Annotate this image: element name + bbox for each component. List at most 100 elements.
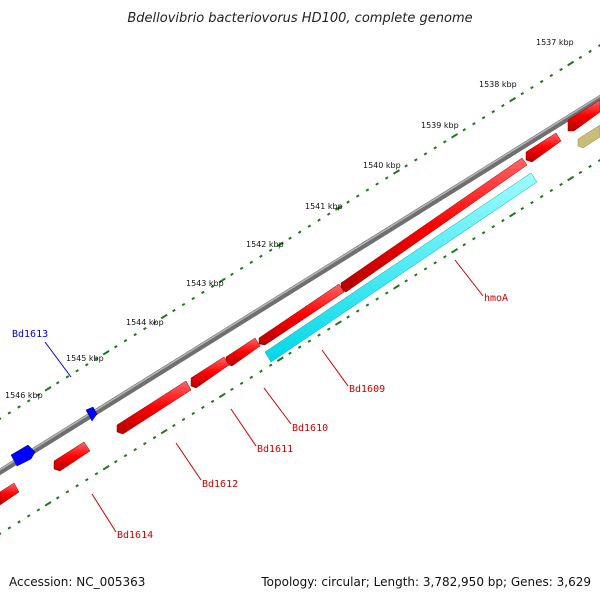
ruler-tick-track-inner	[0, 159, 600, 535]
gene-feature[interactable]	[577, 124, 600, 149]
ruler-tick	[7, 411, 12, 415]
ruler-tick	[268, 363, 273, 367]
ruler-tick	[143, 326, 147, 331]
ruler-tick	[346, 315, 350, 319]
gene-feature[interactable]	[340, 157, 528, 293]
ruler-tick-label: 1537 kbp	[536, 38, 574, 47]
ruler-tick	[0, 532, 2, 535]
accession-text: Accession: NC_005363	[9, 575, 145, 589]
ruler-tick-label: 1542 kbp	[246, 240, 284, 249]
gene-label-hmoa: hmoA	[484, 293, 508, 304]
ruler-tick	[326, 212, 331, 216]
ruler-tick	[249, 260, 254, 264]
ruler-tick	[288, 236, 292, 240]
ruler-tick	[65, 490, 70, 494]
ruler-tick	[539, 194, 544, 199]
ruler-tick	[102, 349, 110, 356]
ruler-tick	[94, 472, 99, 476]
gene-feature[interactable]	[190, 356, 230, 389]
genome-summary-text: Topology: circular; Length: 3,782,950 bp…	[260, 575, 591, 589]
ruler-tick	[218, 392, 226, 399]
ruler-tick	[567, 175, 575, 182]
ruler-tick	[230, 387, 234, 392]
ruler-tick	[433, 146, 437, 150]
gene-feature[interactable]	[10, 444, 36, 467]
ruler-tick	[423, 152, 428, 156]
ruler-tick	[55, 496, 60, 500]
gene-label-bd1614: Bd1614	[117, 530, 153, 541]
ruler-tick	[509, 211, 517, 218]
ruler-tick	[143, 441, 147, 446]
ruler-tick	[55, 381, 60, 385]
ruler-tick	[588, 49, 592, 54]
gene-label-bd1612: Bd1612	[202, 479, 238, 490]
ruler-tick	[288, 351, 292, 355]
gene-feature[interactable]	[225, 337, 261, 367]
ruler-tick	[201, 405, 205, 410]
ruler-tick	[491, 110, 496, 114]
ruler-tick	[472, 237, 476, 241]
ruler-tick	[218, 277, 226, 284]
gene-label-bd1611: Bd1611	[257, 444, 293, 455]
ruler-tick	[7, 526, 12, 530]
ruler-tick	[414, 158, 418, 162]
ruler-tick	[462, 243, 467, 247]
ruler-tick	[355, 194, 360, 198]
ruler-tick	[84, 478, 89, 482]
gene-feature[interactable]	[567, 99, 600, 132]
ruler-tick	[210, 399, 215, 404]
ruler-tick	[530, 85, 534, 90]
ruler-tick	[520, 91, 525, 96]
ruler-tick-label: 1545 kbp	[66, 354, 104, 363]
gene-feature[interactable]	[258, 283, 345, 346]
gene-feature-highlighted[interactable]	[264, 172, 538, 363]
gene-feature[interactable]	[0, 482, 20, 506]
ruler-tick	[44, 501, 52, 507]
ruler-tick	[414, 273, 418, 277]
ruler-tick	[191, 296, 196, 301]
ruler-tick-label: 1539 kbp	[421, 121, 459, 130]
ruler-tick	[123, 454, 128, 458]
ruler-tick	[239, 381, 244, 385]
ruler-tick	[384, 291, 389, 295]
ruler-tick	[230, 272, 234, 277]
gene-feature[interactable]	[53, 441, 91, 472]
ruler-tick	[392, 169, 400, 175]
ruler-tick	[239, 266, 244, 270]
gene-feature[interactable]	[116, 380, 192, 435]
gene-feature[interactable]	[85, 406, 98, 422]
ruler-tick	[451, 133, 459, 139]
ruler-tick	[462, 128, 467, 132]
ruler-tick	[44, 386, 52, 392]
ruler-tick	[26, 514, 31, 518]
ruler-tick	[259, 254, 263, 258]
ruler-tick	[578, 55, 583, 60]
ruler-tick	[365, 188, 370, 192]
gene-label-bd1613: Bd1613	[12, 329, 48, 340]
ruler-tick	[334, 320, 342, 326]
ruler-tick	[365, 303, 370, 307]
ruler-tick	[17, 405, 21, 409]
ruler-tick	[172, 423, 176, 428]
ruler-tick	[472, 122, 476, 126]
ruler-tick	[520, 206, 525, 211]
ruler-tick	[276, 241, 284, 247]
ruler-tick	[75, 484, 79, 488]
ruler-tick	[191, 411, 196, 416]
ruler-tick	[588, 164, 592, 169]
gene-label-bd1609: Bd1609	[349, 384, 385, 395]
ruler-tick	[114, 345, 118, 349]
ruler-tick	[384, 176, 389, 180]
ruler-tick-track-outer	[0, 44, 600, 420]
ruler-tick	[481, 116, 486, 120]
gene-feature[interactable]	[525, 132, 562, 163]
ruler-tick	[26, 399, 31, 403]
ruler-tick	[17, 520, 21, 524]
ruler-tick-label: 1544 kbp	[126, 318, 164, 327]
reverse-strand-genes	[10, 406, 98, 467]
ruler-tick	[36, 393, 41, 397]
ruler-tick	[36, 508, 41, 512]
ruler-tick	[152, 435, 157, 440]
ruler-tick	[392, 284, 400, 290]
ruler-tick	[307, 224, 312, 228]
